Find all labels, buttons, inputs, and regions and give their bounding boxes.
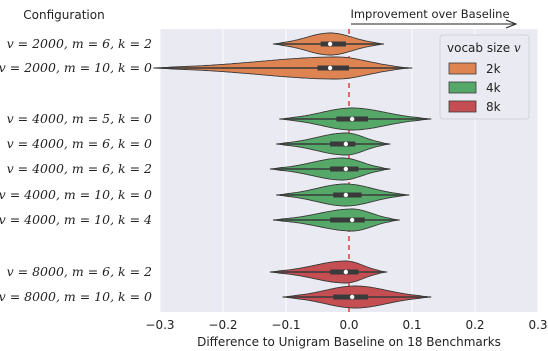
y-tick-label: v = 4000, m = 10, k = 4 — [0, 212, 152, 227]
violin-median — [343, 269, 349, 275]
x-tick-label: −0.1 — [271, 318, 300, 332]
x-tick-label: 0.0 — [339, 318, 358, 332]
violin-median — [349, 217, 355, 223]
y-tick-label: v = 8000, m = 10, k = 0 — [0, 289, 152, 304]
y-tick-label: v = 4000, m = 10, k = 0 — [0, 187, 152, 202]
violin-median — [327, 41, 333, 47]
violin-iqr-box — [330, 141, 356, 147]
legend-swatch-4k — [448, 81, 477, 94]
legend-box — [439, 34, 530, 120]
legend-swatch-2k — [448, 62, 477, 75]
x-axis-title: Difference to Unigram Baseline on 18 Ben… — [197, 335, 501, 349]
x-tick-label: 0.3 — [528, 318, 547, 332]
y-tick-label: v = 8000, m = 6, k = 2 — [7, 264, 152, 279]
legend-entries: 2k 4k 8k — [448, 62, 501, 114]
legend-label-4k: 4k — [486, 81, 501, 95]
violin-median — [343, 166, 349, 172]
legend-swatch-8k — [448, 100, 477, 113]
y-tick-label: v = 2000, m = 6, k = 2 — [7, 36, 152, 51]
x-tick-label: −0.3 — [145, 318, 174, 332]
y-tick-label: v = 4000, m = 6, k = 0 — [7, 136, 152, 151]
x-tick-label: 0.1 — [402, 318, 421, 332]
violin-iqr-box — [320, 41, 346, 47]
violin-iqr-box — [317, 65, 349, 71]
improvement-arrow-head — [505, 19, 518, 29]
legend: vocab size v 2k 4k 8k — [439, 34, 530, 120]
y-axis-title: Configuration — [23, 8, 104, 22]
x-tick-labels: −0.3 −0.2 −0.1 0.0 0.1 0.2 0.3 — [145, 318, 547, 332]
legend-label-2k: 2k — [486, 62, 501, 76]
x-tick-label: −0.2 — [208, 318, 237, 332]
violins — [153, 32, 432, 309]
y-tick-label: v = 4000, m = 5, k = 0 — [7, 111, 152, 126]
violin-median — [343, 192, 349, 198]
violin-median — [349, 116, 355, 122]
violin-iqr-box — [330, 217, 365, 223]
legend-title: vocab size v — [447, 41, 521, 55]
y-tick-labels: v = 2000, m = 6, k = 2 v = 2000, m = 10, … — [0, 36, 152, 304]
improvement-annotation: Improvement over Baseline — [350, 7, 509, 21]
y-tick-label: v = 4000, m = 6, k = 2 — [7, 161, 152, 176]
y-tick-label: v = 2000, m = 10, k = 0 — [0, 60, 152, 75]
x-tick-label: 0.2 — [465, 318, 484, 332]
violin-median — [343, 141, 349, 147]
violin-median — [327, 65, 333, 71]
legend-label-8k: 8k — [486, 100, 501, 114]
violin-median — [349, 294, 355, 300]
